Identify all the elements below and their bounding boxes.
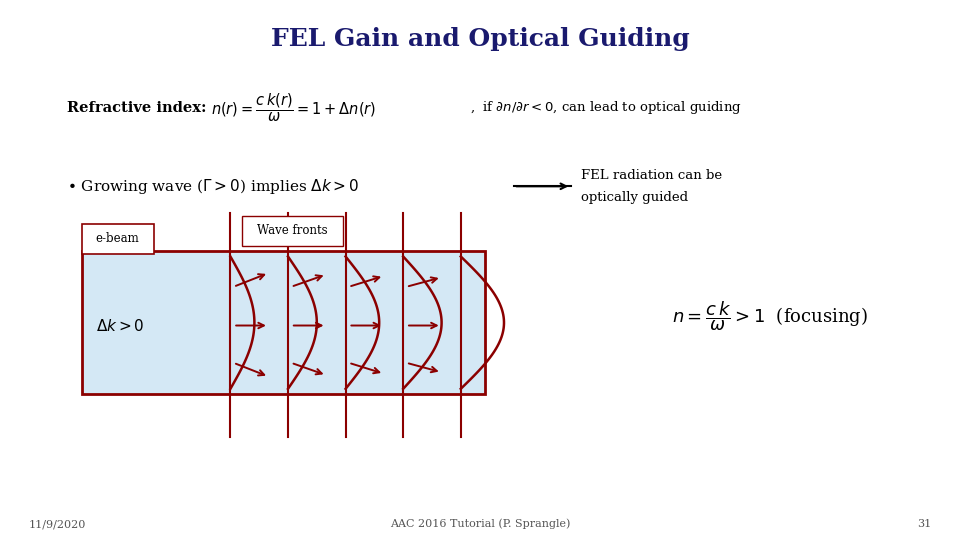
Text: $n = \dfrac{c\,k}{\omega} > 1$  (focusing): $n = \dfrac{c\,k}{\omega} > 1$ (focusing… [672, 299, 868, 333]
Text: $\Delta k > 0$: $\Delta k > 0$ [96, 318, 144, 334]
Bar [82, 251, 485, 394]
Text: Refractive index:: Refractive index: [67, 101, 206, 115]
Text: FEL radiation can be: FEL radiation can be [581, 169, 722, 182]
Text: ,  if $\partial n/\partial r < 0$, can lead to optical guiding: , if $\partial n/\partial r < 0$, can le… [470, 99, 742, 117]
Text: • Growing wave ($\Gamma > 0$) implies $\Delta k > 0$: • Growing wave ($\Gamma > 0$) implies $\… [67, 177, 359, 196]
Text: 31: 31 [917, 519, 931, 529]
Text: AAC 2016 Tutorial (P. Sprangle): AAC 2016 Tutorial (P. Sprangle) [390, 518, 570, 529]
Bar [242, 216, 344, 246]
Text: Wave fronts: Wave fronts [257, 224, 328, 238]
Text: e-beam: e-beam [96, 232, 139, 246]
Text: 11/9/2020: 11/9/2020 [29, 519, 86, 529]
Text: optically guided: optically guided [581, 191, 688, 204]
Bar [82, 224, 154, 254]
Text: $n(r) = \dfrac{c\,k(r)}{\omega} = 1 + \Delta n(r)$: $n(r) = \dfrac{c\,k(r)}{\omega} = 1 + \D… [211, 92, 376, 124]
Text: FEL Gain and Optical Guiding: FEL Gain and Optical Guiding [271, 27, 689, 51]
